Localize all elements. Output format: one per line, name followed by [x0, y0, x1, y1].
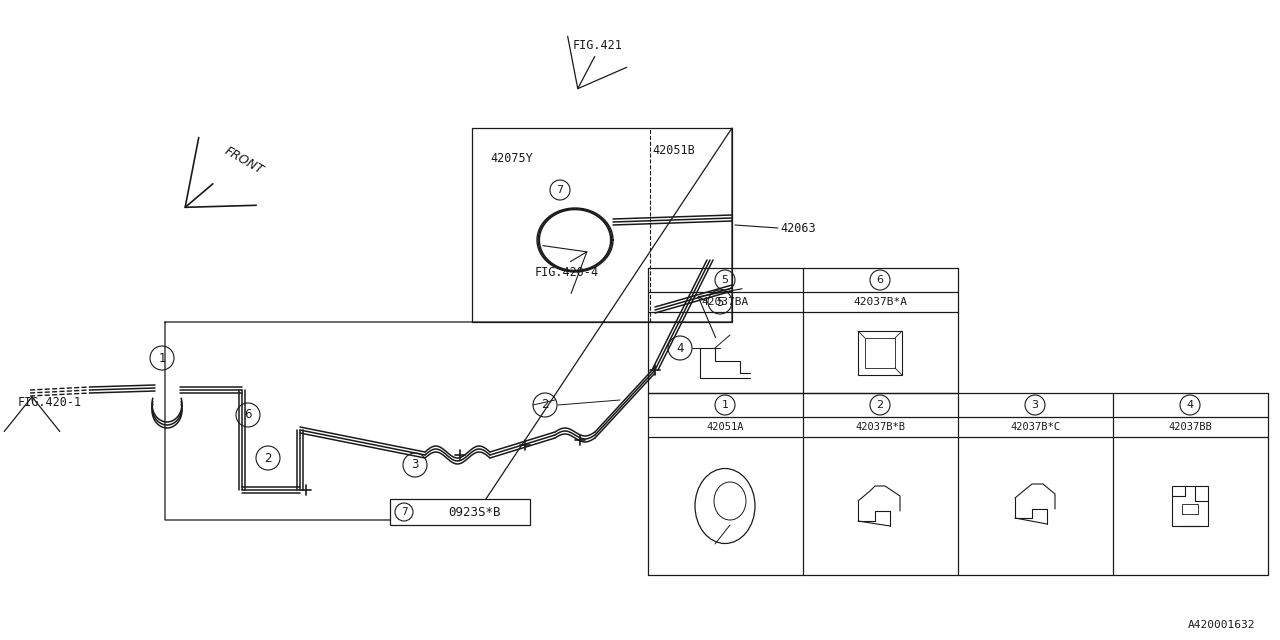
Text: 2: 2: [877, 400, 883, 410]
Text: A420001632: A420001632: [1188, 620, 1254, 630]
Text: 42037B*A: 42037B*A: [852, 297, 908, 307]
Text: 42037BB: 42037BB: [1169, 422, 1212, 432]
Bar: [865, 338, 895, 368]
Text: 6: 6: [244, 408, 252, 422]
Text: 4: 4: [1187, 400, 1193, 410]
Text: 1: 1: [722, 400, 728, 410]
Text: FIG.421: FIG.421: [573, 39, 623, 52]
Text: 5: 5: [717, 296, 723, 308]
Text: 42037B*B: 42037B*B: [855, 422, 905, 432]
Text: 3: 3: [411, 458, 419, 472]
Text: 42051A: 42051A: [707, 422, 744, 432]
Text: 6: 6: [877, 275, 883, 285]
Bar: [858, 331, 902, 375]
Text: 5: 5: [722, 275, 728, 285]
Text: 42063: 42063: [780, 221, 815, 234]
Bar: [472, 128, 732, 322]
Text: 42037B*C: 42037B*C: [1010, 422, 1060, 432]
Text: 3: 3: [1032, 400, 1038, 410]
Text: 42037BA: 42037BA: [701, 297, 749, 307]
Bar: [1172, 486, 1208, 526]
Text: 7: 7: [401, 507, 407, 517]
Text: 7: 7: [557, 185, 563, 195]
Text: 4: 4: [676, 342, 684, 355]
Text: FRONT: FRONT: [221, 145, 265, 177]
Text: FIG.420-4: FIG.420-4: [535, 266, 599, 278]
Text: 1: 1: [159, 351, 165, 365]
Text: 42051B: 42051B: [652, 143, 695, 157]
Text: FIG.420-1: FIG.420-1: [18, 396, 82, 408]
Bar: [390, 499, 530, 525]
Text: 2: 2: [264, 451, 271, 465]
Text: 0923S*B: 0923S*B: [448, 506, 500, 518]
Text: 2: 2: [541, 399, 549, 412]
Text: 42075Y: 42075Y: [490, 152, 532, 164]
